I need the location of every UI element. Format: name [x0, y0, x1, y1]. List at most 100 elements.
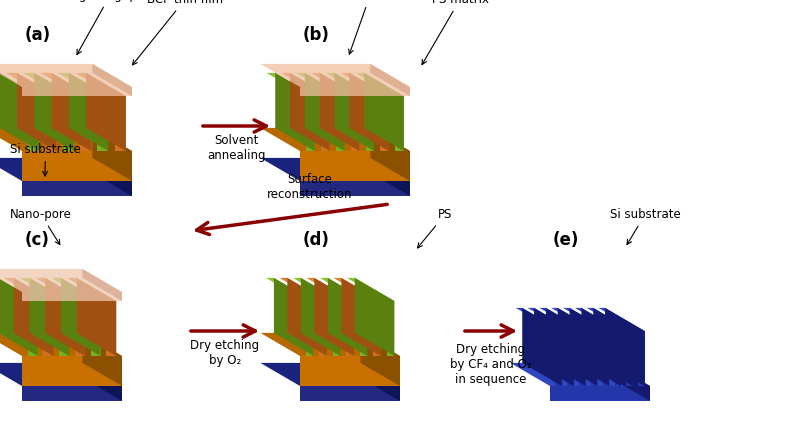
Polygon shape [593, 308, 633, 386]
Text: P2VP domain: P2VP domain [331, 0, 408, 54]
Polygon shape [83, 363, 122, 401]
Text: Surface
reconstruction: Surface reconstruction [268, 173, 353, 201]
Polygon shape [511, 363, 650, 386]
Text: BCP thin film: BCP thin film [132, 0, 223, 65]
Polygon shape [605, 308, 645, 386]
Polygon shape [0, 363, 122, 386]
Polygon shape [556, 331, 562, 386]
Text: Si substrate: Si substrate [610, 208, 681, 245]
Text: Solvent
annealing: Solvent annealing [207, 134, 265, 162]
Polygon shape [326, 73, 374, 96]
Polygon shape [380, 96, 389, 151]
Text: Dry etching
by O₂: Dry etching by O₂ [190, 339, 260, 367]
Polygon shape [6, 73, 57, 96]
Polygon shape [336, 96, 345, 151]
Polygon shape [86, 73, 126, 151]
Polygon shape [301, 278, 341, 356]
Polygon shape [347, 278, 394, 301]
Polygon shape [293, 278, 341, 301]
Polygon shape [349, 73, 389, 151]
Polygon shape [0, 278, 38, 356]
Polygon shape [534, 308, 574, 386]
Polygon shape [92, 128, 132, 181]
Polygon shape [75, 301, 85, 356]
Polygon shape [24, 73, 74, 96]
Polygon shape [603, 331, 609, 386]
Polygon shape [371, 128, 410, 181]
Polygon shape [570, 308, 609, 386]
Polygon shape [0, 73, 39, 151]
Polygon shape [579, 331, 586, 386]
Polygon shape [373, 301, 381, 356]
Polygon shape [61, 278, 101, 356]
Polygon shape [83, 269, 122, 301]
Polygon shape [305, 73, 345, 151]
Text: PS: PS [418, 208, 453, 248]
Polygon shape [115, 96, 126, 151]
Polygon shape [320, 73, 360, 151]
Polygon shape [0, 269, 122, 292]
Polygon shape [364, 73, 404, 151]
Text: (c): (c) [25, 231, 50, 249]
Polygon shape [20, 278, 69, 301]
Polygon shape [300, 181, 410, 196]
Polygon shape [386, 301, 394, 356]
Polygon shape [0, 158, 132, 181]
Polygon shape [14, 278, 54, 356]
Polygon shape [328, 278, 368, 356]
Polygon shape [22, 151, 132, 181]
Polygon shape [30, 278, 69, 356]
Polygon shape [615, 331, 621, 386]
Text: Nano-pore: Nano-pore [10, 208, 72, 245]
Polygon shape [92, 64, 132, 96]
Polygon shape [321, 96, 330, 151]
Polygon shape [334, 278, 381, 301]
Text: (b): (b) [303, 26, 330, 44]
Polygon shape [334, 73, 374, 151]
Polygon shape [300, 386, 400, 401]
Polygon shape [296, 73, 345, 96]
Polygon shape [83, 333, 122, 386]
Polygon shape [305, 301, 313, 356]
Polygon shape [587, 308, 633, 331]
Polygon shape [266, 278, 313, 301]
Polygon shape [43, 301, 54, 356]
Polygon shape [57, 73, 109, 96]
Polygon shape [80, 96, 91, 151]
Polygon shape [591, 331, 597, 386]
Polygon shape [527, 308, 574, 331]
Polygon shape [22, 181, 132, 196]
Polygon shape [274, 278, 313, 356]
Polygon shape [300, 356, 400, 386]
Polygon shape [22, 292, 122, 301]
Polygon shape [260, 363, 400, 386]
Polygon shape [0, 278, 38, 301]
Polygon shape [360, 363, 400, 401]
Polygon shape [67, 278, 116, 301]
Polygon shape [611, 363, 650, 401]
Polygon shape [35, 278, 85, 301]
Polygon shape [371, 64, 410, 96]
Polygon shape [319, 301, 327, 356]
Polygon shape [0, 128, 132, 151]
Polygon shape [314, 278, 354, 356]
Text: Dry etching
by CF₄ and O₂
in sequence: Dry etching by CF₄ and O₂ in sequence [450, 343, 532, 386]
Polygon shape [342, 278, 381, 356]
Text: (d): (d) [303, 231, 330, 249]
Polygon shape [51, 73, 91, 151]
Polygon shape [91, 301, 101, 356]
Polygon shape [260, 128, 410, 151]
Polygon shape [0, 64, 132, 87]
Polygon shape [306, 278, 354, 301]
Polygon shape [346, 301, 354, 356]
Polygon shape [28, 96, 39, 151]
Text: (a): (a) [25, 26, 51, 44]
Polygon shape [22, 87, 132, 96]
Polygon shape [360, 301, 368, 356]
Polygon shape [360, 333, 400, 386]
Polygon shape [563, 308, 609, 331]
Polygon shape [279, 278, 327, 301]
Polygon shape [546, 308, 586, 386]
Polygon shape [41, 73, 91, 96]
Polygon shape [351, 96, 360, 151]
